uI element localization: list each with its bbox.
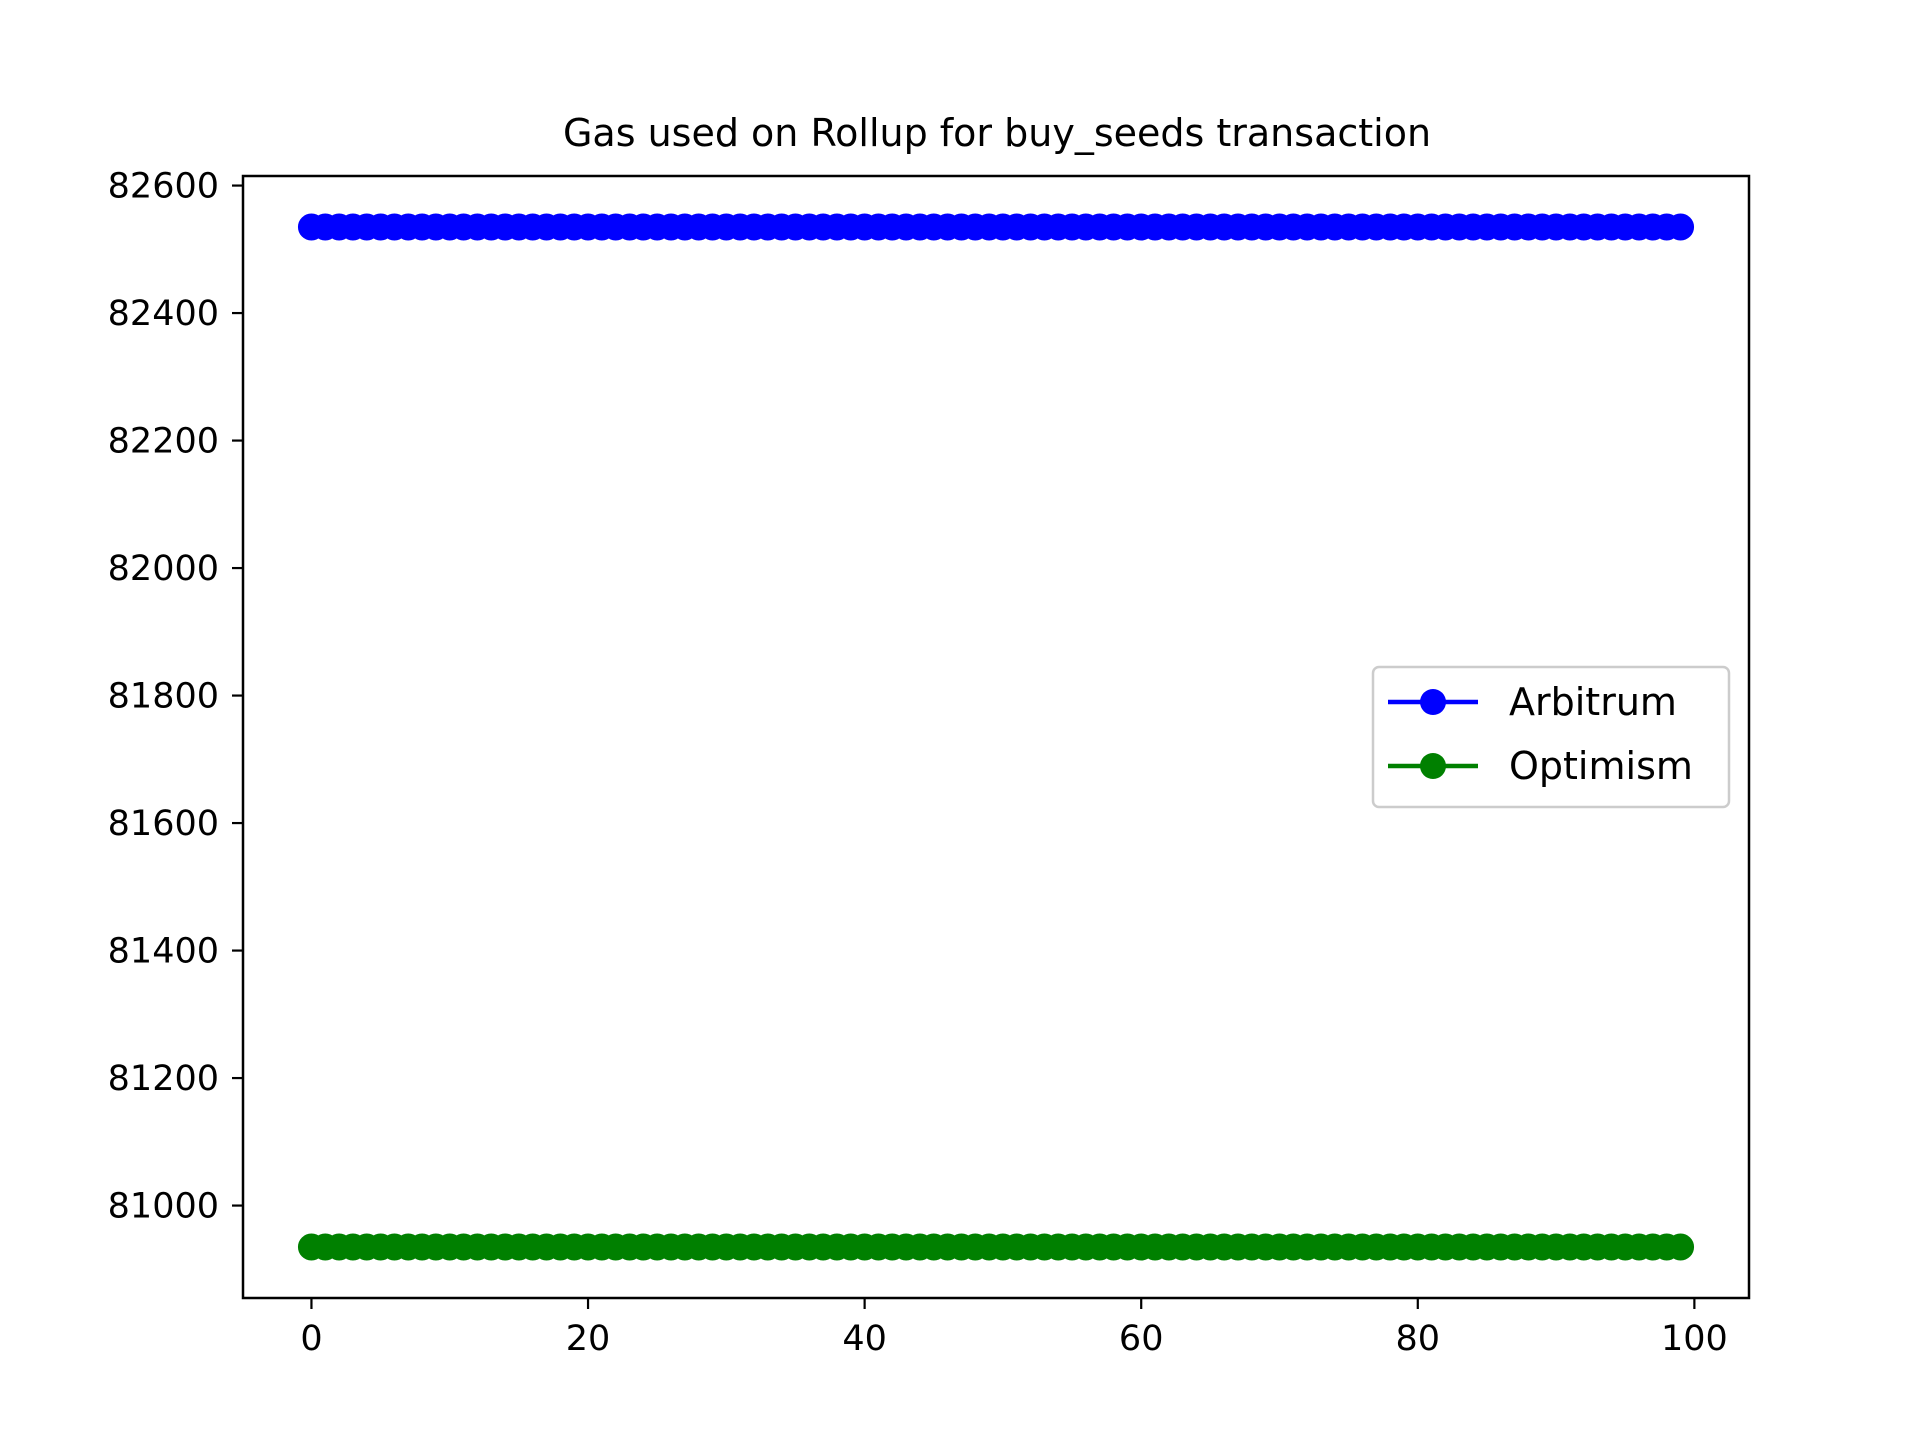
axes-layer: 0 20 40 60 80 100 81000 81200 81400 81600 81800 820… <box>108 167 1751 1359</box>
x-tick-label: 60 <box>1119 1319 1164 1359</box>
legend-item-optimism: Optimism <box>1388 744 1693 788</box>
y-tick-label: 82600 <box>108 167 219 207</box>
y-tick-label: 82000 <box>108 549 219 589</box>
legend-item-arbitrum: Arbitrum <box>1388 680 1677 724</box>
y-tick-label: 81800 <box>108 677 219 717</box>
legend: Arbitrum Optimism <box>1371 665 1731 809</box>
y-tick-label: 82400 <box>108 294 219 334</box>
series-optimism <box>297 1233 1695 1261</box>
data-point <box>1667 213 1695 241</box>
legend-label: Arbitrum <box>1509 680 1677 724</box>
chart-title: Gas used on Rollup for buy_seeds transac… <box>563 111 1431 155</box>
x-tick-label: 80 <box>1396 1319 1441 1359</box>
y-tick-label: 82200 <box>108 422 219 462</box>
data-point <box>1667 1233 1695 1261</box>
y-tick-label: 81000 <box>108 1187 219 1227</box>
legend-marker <box>1420 753 1446 779</box>
x-tick-label: 40 <box>842 1319 887 1359</box>
axes-frame <box>241 174 1751 1300</box>
y-tick-label: 81200 <box>108 1059 219 1099</box>
legend-label: Optimism <box>1509 744 1693 788</box>
series-arbitrum <box>297 213 1695 241</box>
x-tick-label: 100 <box>1661 1319 1728 1359</box>
y-tick-label: 81600 <box>108 804 219 844</box>
x-tick-label: 20 <box>566 1319 611 1359</box>
y-tick-label: 81400 <box>108 932 219 972</box>
series-layer <box>297 213 1695 1261</box>
x-tick-label: 0 <box>300 1319 322 1359</box>
legend-marker <box>1420 689 1446 715</box>
